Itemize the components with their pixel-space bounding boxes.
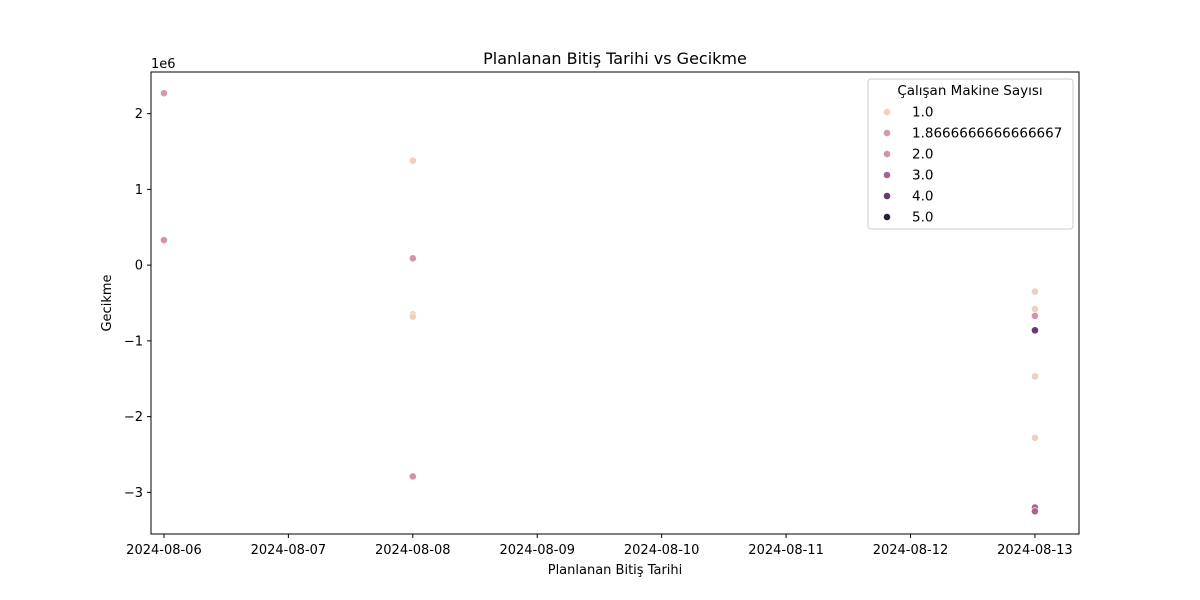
legend-entry-label: 5.0 xyxy=(912,210,933,226)
data-point xyxy=(1031,507,1039,516)
plot-area xyxy=(150,71,1080,535)
y-tick-label: 2 xyxy=(135,107,143,122)
y-tick-label: −2 xyxy=(124,410,143,425)
legend: Çalışan Makine Sayısı 1.0 1.8666666666666… xyxy=(867,78,1074,230)
legend-marker xyxy=(883,192,891,200)
legend-marker xyxy=(883,213,891,221)
x-tick-label: 2024-08-08 xyxy=(375,543,451,558)
y-tick-label: 0 xyxy=(135,259,143,274)
data-point xyxy=(408,156,417,165)
x-tick-label: 2024-08-11 xyxy=(748,543,824,558)
y-tick-label: 1 xyxy=(135,183,143,198)
y-tick-label: −1 xyxy=(124,334,143,349)
y-axis-offset-label: 1e6 xyxy=(151,57,176,72)
legend-entry-label: 4.0 xyxy=(912,189,933,205)
data-point xyxy=(1031,433,1039,442)
data-point xyxy=(160,89,168,98)
x-tick-label: 2024-08-06 xyxy=(126,543,202,558)
legend-marker xyxy=(883,129,891,137)
data-point xyxy=(408,312,417,321)
y-axis-label: Gecikme xyxy=(100,274,115,331)
x-tick-label: 2024-08-12 xyxy=(873,543,949,558)
data-point xyxy=(408,472,417,481)
data-point xyxy=(160,236,168,245)
x-tick-label: 2024-08-10 xyxy=(624,543,700,558)
legend-marker xyxy=(883,171,891,179)
legend-entry-label: 2.0 xyxy=(912,147,933,163)
legend-entry-label: 1.8666666666666667 xyxy=(912,126,1062,142)
data-point xyxy=(1031,372,1039,381)
x-tick-label: 2024-08-07 xyxy=(251,543,327,558)
y-axis: 2 1 0 −1 −2 −3 xyxy=(124,107,151,501)
x-tick-label: 2024-08-13 xyxy=(997,543,1073,558)
x-tick-label: 2024-08-09 xyxy=(499,543,575,558)
legend-marker xyxy=(883,108,891,116)
chart-title: Planlanan Bitiş Tarihi vs Gecikme xyxy=(483,49,747,68)
data-point xyxy=(1031,287,1039,296)
data-point xyxy=(1031,305,1039,313)
legend-box xyxy=(867,78,1074,230)
data-points xyxy=(160,89,1039,516)
data-point xyxy=(1031,326,1039,335)
data-point xyxy=(408,254,417,263)
x-axis-label: Planlanan Bitiş Tarihi xyxy=(548,563,683,578)
legend-title: Çalışan Makine Sayısı xyxy=(897,83,1042,99)
legend-entry-label: 1.0 xyxy=(912,105,933,121)
y-tick-label: −3 xyxy=(124,486,143,501)
legend-entry-label: 3.0 xyxy=(912,168,933,184)
data-point xyxy=(1031,311,1039,320)
legend-marker xyxy=(883,150,891,158)
x-axis: 2024-08-06 2024-08-07 2024-08-08 2024-08-09… xyxy=(126,534,1073,558)
